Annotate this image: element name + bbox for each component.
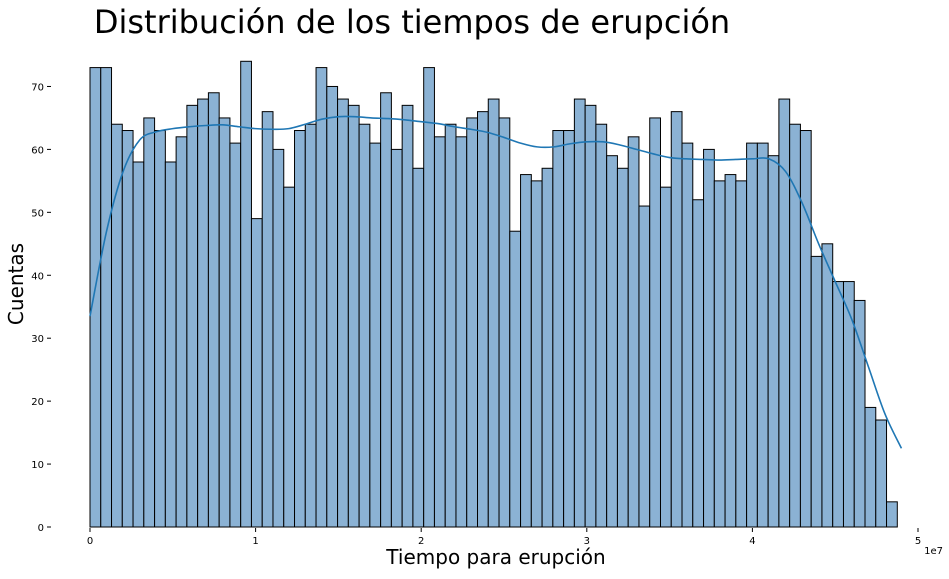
histogram-bar bbox=[659, 186, 672, 528]
chart-title: Distribución de los tiempos de erupción bbox=[94, 3, 730, 41]
x-tick-label: 4 bbox=[749, 536, 755, 547]
histogram-bar bbox=[756, 142, 769, 528]
histogram-bar bbox=[154, 130, 166, 528]
histogram-bar bbox=[670, 111, 683, 528]
y-tick-label: 60 bbox=[31, 145, 44, 156]
histogram-bar bbox=[466, 117, 479, 528]
x-tick-label: 3 bbox=[584, 536, 590, 547]
histogram-bar bbox=[487, 98, 500, 528]
histogram-bar bbox=[358, 123, 371, 528]
histogram-bar bbox=[412, 167, 425, 528]
histogram-bar bbox=[240, 60, 252, 528]
histogram-bar bbox=[703, 148, 715, 528]
histogram-bar bbox=[121, 130, 134, 528]
histogram-bar bbox=[218, 117, 231, 528]
histogram-bar bbox=[853, 299, 866, 528]
histogram-bar bbox=[207, 92, 220, 528]
histogram-bar bbox=[842, 281, 855, 528]
histogram-bar bbox=[638, 205, 651, 528]
histogram-bar bbox=[132, 161, 145, 528]
x-tick-label: 2 bbox=[418, 536, 424, 547]
histogram-bar bbox=[573, 98, 586, 528]
histogram-bar bbox=[143, 117, 156, 528]
histogram-bar bbox=[164, 161, 177, 528]
histogram-bar bbox=[272, 148, 285, 528]
y-tick-label: 70 bbox=[31, 82, 44, 93]
histogram-bar bbox=[821, 243, 834, 528]
histogram-bar bbox=[380, 92, 392, 528]
histogram-bar bbox=[100, 67, 113, 528]
histogram-bar bbox=[401, 104, 414, 528]
y-tick-label: 40 bbox=[31, 271, 44, 282]
histogram-bar bbox=[111, 123, 123, 528]
x-axis-offset-label: 1e7 bbox=[924, 546, 943, 557]
histogram-bar bbox=[789, 123, 801, 528]
histogram-bar bbox=[864, 406, 877, 528]
histogram-bars bbox=[89, 60, 898, 528]
x-axis-label: Tiempo para erupción bbox=[385, 545, 605, 569]
y-tick-label: 50 bbox=[31, 208, 44, 219]
x-tick-label: 0 bbox=[87, 536, 93, 547]
histogram-bar bbox=[229, 142, 242, 528]
histogram-bar bbox=[767, 155, 780, 528]
histogram-bar bbox=[552, 130, 565, 528]
x-tick-label: 1 bbox=[252, 536, 258, 547]
histogram-bar bbox=[810, 255, 823, 528]
histogram-bar bbox=[455, 136, 468, 528]
y-tick-label: 30 bbox=[31, 334, 44, 345]
histogram-bar bbox=[724, 174, 737, 528]
histogram-bar bbox=[250, 218, 263, 528]
histogram-bar bbox=[530, 180, 543, 528]
histogram-bar bbox=[541, 167, 554, 528]
histogram-bar bbox=[390, 148, 403, 528]
histogram-bar bbox=[746, 142, 758, 528]
histogram-bar bbox=[886, 501, 898, 528]
histogram-bar bbox=[315, 67, 328, 528]
histogram-bar bbox=[520, 174, 532, 528]
histogram-bar bbox=[326, 85, 339, 528]
histogram-bar bbox=[735, 180, 748, 528]
histogram-bar bbox=[337, 98, 349, 528]
histogram-bar bbox=[832, 281, 844, 528]
histogram-bar bbox=[89, 67, 102, 528]
histogram-bar bbox=[304, 123, 317, 528]
histogram-bar bbox=[595, 123, 608, 528]
histogram-bar bbox=[875, 419, 888, 528]
histogram-bar bbox=[283, 186, 296, 528]
histogram-bar bbox=[799, 130, 812, 528]
y-tick-label: 10 bbox=[31, 460, 44, 471]
histogram-bar bbox=[423, 67, 435, 528]
histogram-bar bbox=[584, 104, 597, 528]
histogram-bar bbox=[369, 142, 382, 528]
histogram-bar bbox=[477, 111, 489, 528]
histogram-bar bbox=[186, 104, 199, 528]
histogram-bar bbox=[692, 199, 705, 528]
histogram-bar bbox=[627, 136, 640, 528]
histogram-bar bbox=[713, 180, 726, 528]
histogram-bar bbox=[616, 167, 629, 528]
histogram-bar bbox=[778, 98, 791, 528]
histogram-bar bbox=[294, 130, 306, 528]
y-tick-label: 20 bbox=[31, 397, 44, 408]
histogram-bar bbox=[197, 98, 209, 528]
y-axis-label: Cuentas bbox=[4, 243, 28, 325]
histogram-bar bbox=[681, 142, 694, 528]
histogram-bar bbox=[563, 130, 575, 528]
kde-curve bbox=[89, 115, 903, 449]
y-axis-ticks: 0 10 20 30 40 50 60 70 bbox=[31, 82, 51, 534]
histogram-bar bbox=[433, 136, 446, 528]
histogram-bar bbox=[347, 104, 360, 528]
histogram-bar bbox=[498, 117, 511, 528]
y-tick-label: 0 bbox=[38, 523, 44, 534]
histogram-bar bbox=[175, 136, 188, 528]
histogram-bar bbox=[444, 123, 457, 528]
histogram-bar bbox=[649, 117, 661, 528]
x-tick-label: 5 bbox=[915, 536, 921, 547]
x-axis-ticks: 0 1 2 3 4 5 bbox=[87, 528, 921, 547]
histogram-bar bbox=[261, 111, 274, 528]
histogram-bar bbox=[606, 155, 618, 528]
histogram-bar bbox=[509, 230, 522, 528]
